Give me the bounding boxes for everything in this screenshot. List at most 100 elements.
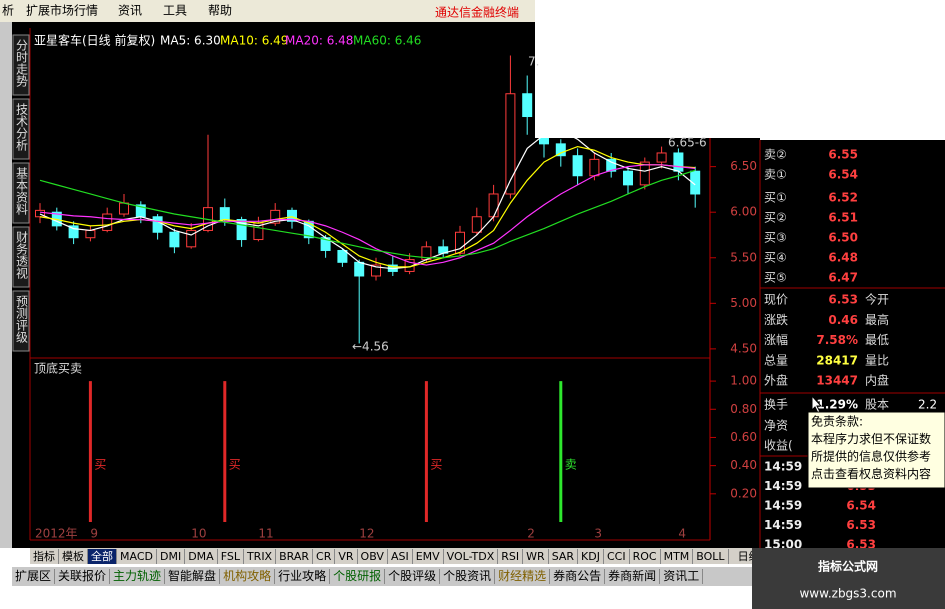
tab[interactable]: 模板 — [59, 548, 88, 564]
tab[interactable]: 全部 — [88, 548, 117, 564]
tab[interactable]: 行业攻略 — [275, 569, 331, 584]
candle-body — [68, 225, 79, 239]
stat-label: 最高 — [865, 312, 889, 327]
x-tick-label: 10 — [191, 527, 206, 541]
tab[interactable]: CCI — [604, 548, 630, 564]
side-tab[interactable] — [12, 226, 30, 288]
stat-label: 净资 — [764, 419, 788, 433]
watermark-url: www.zbgs3.com — [799, 587, 896, 601]
stat-value: 28417 — [816, 353, 858, 367]
candle-body — [236, 218, 247, 241]
book-label: 买③ — [764, 231, 787, 245]
stat-value: 7.58% — [816, 333, 858, 347]
ma-line — [39, 129, 696, 270]
signal-label: 买 — [229, 458, 241, 472]
ma-line — [39, 164, 696, 266]
tab[interactable]: SAR — [549, 548, 579, 564]
book-price: 6.51 — [828, 211, 858, 225]
book-price: 6.48 — [828, 251, 858, 265]
tab[interactable]: 个股评级 — [385, 569, 441, 584]
tab[interactable]: 扩展区 — [12, 569, 56, 584]
candle-body — [656, 152, 667, 163]
tab[interactable]: 个股资讯 — [440, 569, 496, 584]
book-price: 6.47 — [828, 271, 858, 285]
watermark-title: 指标公式网 — [818, 559, 878, 574]
tick-price: 6.53 — [846, 518, 876, 532]
tab[interactable]: 指标 — [30, 548, 59, 564]
tab[interactable]: 机构攻略 — [220, 569, 276, 584]
tooltip-line: 免责条款: — [811, 414, 863, 429]
book-label: 买② — [764, 211, 787, 225]
y-tick-label: 5.00 — [730, 296, 757, 310]
candle-body — [119, 202, 129, 215]
tab[interactable]: BOLL — [693, 548, 729, 564]
tab[interactable]: TRIX — [244, 548, 277, 564]
candle-body — [287, 209, 297, 222]
candle-body — [270, 209, 281, 224]
legend-entry: MA5: 6.30 — [160, 34, 221, 48]
indicator-title: 顶底买卖 — [34, 361, 82, 376]
stat-label: 外盘 — [764, 373, 788, 388]
tab[interactable]: MTM — [661, 548, 694, 564]
tab[interactable]: 关联报价 — [55, 569, 111, 584]
stat-value: 0.46 — [828, 313, 858, 327]
y-tick-label: 1.00 — [730, 374, 757, 388]
y-tick-label: 0.80 — [730, 402, 757, 416]
tab[interactable]: 资讯工 — [660, 569, 704, 584]
tab[interactable]: ASI — [388, 548, 413, 564]
tab[interactable]: 主力轨迹 — [110, 569, 166, 584]
tooltip-line: 所提供的信息仅供参考 — [811, 449, 931, 464]
tab[interactable]: KDJ — [578, 548, 604, 564]
book-label: 买④ — [764, 251, 787, 265]
menu-item: 工具 — [163, 4, 187, 18]
tab[interactable]: RSI — [498, 548, 524, 564]
side-tab-label: 基本资料 — [15, 167, 29, 215]
stat-value: 1.29% — [816, 398, 858, 412]
stat-label: 内盘 — [865, 373, 889, 388]
side-tab[interactable] — [12, 98, 30, 160]
x-tick-label: 12 — [359, 527, 374, 541]
tab[interactable]: 券商新闻 — [605, 569, 661, 584]
candle-body — [186, 229, 197, 248]
signal-label: 买 — [430, 458, 442, 472]
candle-body — [572, 155, 583, 177]
tab[interactable]: MACD — [117, 548, 157, 564]
book-price: 6.52 — [828, 191, 858, 205]
tab[interactable]: 个股研报 — [330, 569, 386, 584]
tab[interactable]: FSL — [218, 548, 244, 564]
tick-time: 14:59 — [764, 460, 802, 474]
stat-label: 今开 — [865, 292, 889, 307]
side-tab[interactable] — [12, 34, 30, 96]
legend-entry: MA10: 6.49 — [220, 34, 288, 48]
annotation: 7. — [528, 55, 539, 69]
tab[interactable]: VR — [335, 548, 358, 564]
tab[interactable]: VOL-TDX — [444, 548, 499, 564]
tab[interactable]: CR — [313, 548, 336, 564]
side-tab-label: 分时走势 — [15, 39, 29, 87]
candle-body — [471, 216, 482, 233]
tab[interactable]: EMV — [413, 548, 444, 564]
x-tick-label: 4 — [678, 527, 686, 541]
y-tick-label: 0.20 — [730, 486, 757, 500]
brand: 通达信金融终端 — [435, 5, 519, 20]
tab[interactable]: ROC — [630, 548, 661, 564]
stat-label: 总量 — [764, 353, 788, 367]
legend-entry: MA20: 6.48 — [285, 34, 353, 48]
tab[interactable]: OBV — [358, 548, 388, 564]
tab[interactable]: DMI — [157, 548, 186, 564]
annotation: 6.65-6 — [668, 136, 707, 150]
menu-item: 资讯 — [118, 4, 142, 18]
tab[interactable]: 财经精选 — [495, 569, 551, 584]
side-tab[interactable] — [12, 162, 30, 224]
tick-time: 14:59 — [764, 518, 802, 532]
tab[interactable]: BRAR — [276, 548, 314, 564]
tab[interactable]: 日线 — [735, 549, 752, 564]
tab[interactable]: 智能解盘 — [165, 569, 221, 584]
tab[interactable]: DMA — [185, 548, 218, 564]
cropped-area — [535, 0, 945, 138]
tab[interactable]: WR — [523, 548, 549, 564]
side-tab[interactable] — [12, 290, 30, 352]
stat-label: 股本 — [865, 398, 889, 412]
tab[interactable]: 券商公告 — [550, 569, 606, 584]
